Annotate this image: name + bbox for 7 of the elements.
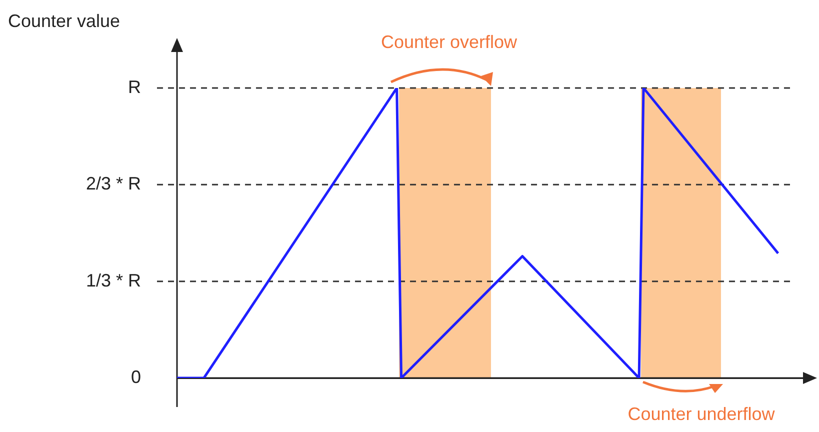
- ref-line-label: 0: [130, 366, 141, 387]
- text: Counter underflow: [628, 404, 775, 425]
- ref-line-label: 1/3 * R: [86, 270, 141, 290]
- ref-line-label: 2/3 * R: [86, 174, 141, 194]
- ref-line-label: R: [128, 76, 141, 97]
- y-axis-title: Counter value: [8, 10, 120, 31]
- text: Counter overflow: [380, 32, 518, 53]
